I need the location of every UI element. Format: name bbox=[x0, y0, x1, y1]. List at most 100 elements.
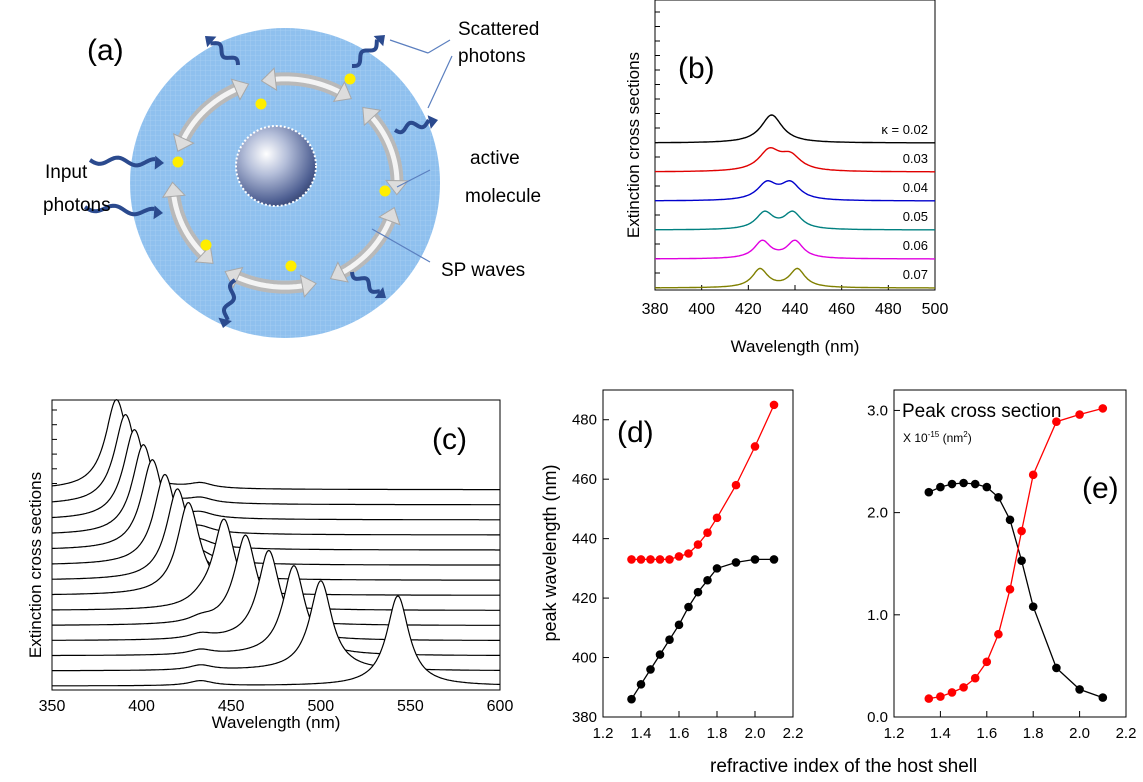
panel-d-label: (d) bbox=[617, 416, 654, 449]
sp-wave-arrow-highlight bbox=[170, 190, 209, 260]
scattered-pointer-line bbox=[427, 39, 451, 54]
photon-arrowhead bbox=[218, 317, 232, 328]
panel-e-plot-frame bbox=[893, 389, 1127, 718]
panel-d-data-point bbox=[655, 650, 665, 659]
panel-d-data-point bbox=[655, 555, 665, 564]
photon-wavy-arrow bbox=[88, 155, 156, 168]
panel-c-series-line bbox=[52, 413, 500, 506]
photon-wavy-arrow bbox=[83, 203, 155, 217]
panel-e-x-tick-label: 1.4 bbox=[930, 725, 951, 742]
panel-e-data-point bbox=[994, 492, 1003, 502]
panel-e-unit-end: ) bbox=[968, 431, 972, 445]
panel-d-data-point bbox=[665, 555, 674, 564]
panel-b-series-label: 0.07 bbox=[903, 267, 928, 282]
active-label-1: active bbox=[470, 148, 520, 169]
panel-c-series-line bbox=[52, 429, 500, 521]
panel-b-label: (b) bbox=[678, 52, 715, 85]
panel-c-x-tick-label: 550 bbox=[397, 698, 424, 715]
sp-wave-arrowhead bbox=[329, 261, 349, 283]
panel-e-data-point bbox=[959, 683, 968, 692]
photon-arrowhead bbox=[427, 115, 438, 129]
panel-d-data-point bbox=[646, 555, 655, 564]
panel-e-y-tick-label: 2.0 bbox=[867, 505, 888, 522]
panel-b-series-label: κ = 0.02 bbox=[881, 122, 928, 137]
panel-e-data-point bbox=[1017, 556, 1026, 565]
panel-d-series-line bbox=[630, 558, 774, 700]
panel-e-data-point bbox=[982, 482, 992, 492]
panel-d-data-point bbox=[665, 635, 674, 645]
panel-e-unit-exponent: -15 bbox=[928, 430, 940, 439]
panel-c-series-fill bbox=[52, 580, 500, 690]
panel-d-data-point bbox=[712, 513, 722, 523]
metal-nanoparticle bbox=[235, 125, 317, 207]
panel-e-x-tick-label: 2.0 bbox=[1069, 725, 1090, 742]
panel-e-unit-prefix: X 10 bbox=[903, 431, 928, 445]
panel-d-data-point bbox=[769, 400, 779, 410]
panel-b-y-axis-label: Extinction cross sections bbox=[624, 52, 643, 238]
panel-e-data-point bbox=[936, 692, 945, 701]
panel-c-series-line bbox=[52, 595, 501, 687]
scattered-pointer-line bbox=[389, 39, 429, 54]
panel-d-y-tick-label: 420 bbox=[572, 590, 597, 607]
panel-d-chart: 1.2 1.4 1.6 1.8 2.0 2.2 380 400 420 440 460 480 (d) p… bbox=[540, 389, 803, 742]
panel-c-series-line bbox=[52, 565, 500, 657]
panel-e-data-point bbox=[1075, 410, 1084, 419]
panel-e-x-tick-label: 2.2 bbox=[1116, 725, 1137, 742]
panel-e-unit-exponent-2: 2 bbox=[963, 430, 968, 439]
sp-wave-arrowhead bbox=[377, 206, 401, 226]
panel-c-series-line bbox=[52, 549, 500, 642]
panel-b-x-tick-label: 480 bbox=[875, 301, 902, 318]
panel-b-series-label: 0.06 bbox=[903, 238, 928, 253]
panel-d-y-tick-label: 380 bbox=[572, 709, 597, 726]
panel-e-y-tick-label: 0.0 bbox=[867, 709, 888, 726]
panel-e-data-point bbox=[1005, 584, 1015, 594]
panel-d-data-point bbox=[750, 442, 760, 451]
panel-b-series-label: 0.03 bbox=[903, 151, 928, 166]
sp-wave-arrowhead bbox=[224, 266, 244, 289]
sp-wave-arrowhead bbox=[172, 133, 195, 152]
panel-e-series-line bbox=[928, 482, 1104, 699]
panel-e-data-point bbox=[936, 482, 945, 492]
photon-wavy-arrow bbox=[350, 271, 381, 294]
panel-d-y-tick-label: 440 bbox=[572, 531, 597, 548]
panel-e-data-point bbox=[1017, 526, 1026, 536]
sp-wave-arrow-highlight bbox=[269, 76, 346, 97]
panel-d-data-point bbox=[693, 540, 703, 549]
panel-c-x-tick-label: 400 bbox=[128, 698, 155, 715]
panel-d-y-tick-label: 460 bbox=[572, 471, 597, 488]
active-molecule-dot bbox=[344, 73, 356, 85]
panel-d-data-point bbox=[627, 694, 636, 704]
active-molecules bbox=[172, 73, 391, 272]
panel-e-data-point bbox=[982, 657, 992, 667]
panel-b-series-line bbox=[655, 146, 935, 173]
panel-e-data-point bbox=[1005, 515, 1015, 525]
photon-wavy-arrow bbox=[351, 39, 379, 69]
panel-d-data-point bbox=[646, 665, 655, 674]
panel-e-x-tick-label: 1.2 bbox=[884, 725, 905, 742]
panel-e-y-tick-label: 3.0 bbox=[867, 402, 888, 419]
panel-b-chart: 380 400 420 440 460 480 500 Wavelength (nm) Exti… bbox=[624, 0, 948, 356]
panel-e-data-point bbox=[1028, 602, 1038, 611]
panel-e-data-point bbox=[1028, 470, 1038, 480]
photon-arrowhead bbox=[154, 155, 164, 170]
active-molecule-dot bbox=[379, 185, 391, 197]
sp-wave-arrowhead bbox=[260, 67, 278, 92]
photon-arrowhead bbox=[205, 36, 217, 48]
panel-c-x-tick-label: 600 bbox=[487, 698, 514, 715]
panel-d-data-point bbox=[693, 587, 703, 597]
panel-c-series-line bbox=[51, 459, 500, 551]
panel-e-data-point bbox=[947, 688, 957, 697]
sp-waves-label: SP waves bbox=[441, 260, 525, 281]
scattered-pointer-line bbox=[427, 55, 453, 109]
panel-e-data-point bbox=[924, 487, 934, 497]
sp-wave-arrowhead bbox=[161, 181, 186, 198]
panel-b-series-line bbox=[654, 210, 935, 231]
panel-b-x-tick-label: 460 bbox=[828, 301, 855, 318]
sp-wave-arrowhead bbox=[332, 80, 353, 102]
panel-d-data-point bbox=[712, 564, 722, 573]
panel-d-data-point bbox=[684, 602, 693, 612]
panel-d-y-tick-label: 480 bbox=[572, 412, 597, 429]
panel-b-series-line bbox=[655, 114, 935, 144]
panel-d-x-tick-label: 1.4 bbox=[631, 725, 652, 742]
panel-e-data-point bbox=[947, 479, 957, 489]
